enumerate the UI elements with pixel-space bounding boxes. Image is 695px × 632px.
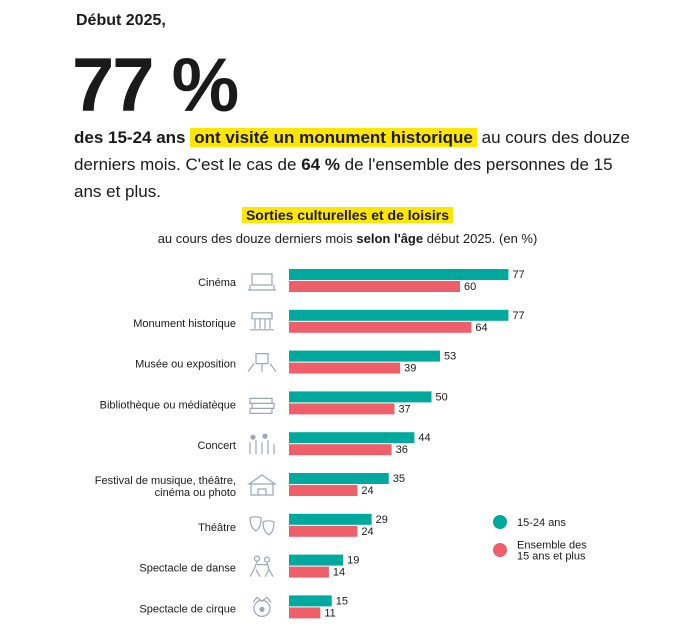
value-label: 53 <box>444 351 456 363</box>
value-label: 35 <box>393 473 405 485</box>
category-label: Concert <box>197 440 236 452</box>
bar-15-24 <box>289 432 415 444</box>
value-label: 24 <box>361 485 373 497</box>
bar-ensemble <box>289 566 329 578</box>
lead-part3: de l'ensemble des personnes de 15 ans et… <box>74 155 613 201</box>
category-label: Théâtre <box>198 522 236 534</box>
category-label: Bibliothèque ou médiatèque <box>100 399 236 411</box>
category-label: Festival de musique, théâtre, <box>95 475 236 487</box>
concert-icon <box>249 433 275 455</box>
chart-title: Sorties culturelles et de loisirs <box>241 207 454 223</box>
museum-icon <box>247 353 277 372</box>
chart-subtitle-part2: début 2025. (en %) <box>426 231 538 246</box>
kicker-text: Début 2025, <box>76 12 166 29</box>
value-label: 15 <box>336 595 348 607</box>
legend-label: Ensemble des <box>517 540 587 552</box>
lead-bold: 64 % <box>301 155 340 174</box>
value-label: 19 <box>347 555 359 567</box>
legend-swatch-ensemble <box>493 543 507 557</box>
value-label: 50 <box>436 391 448 403</box>
value-label: 77 <box>512 269 524 281</box>
bar-15-24 <box>289 513 372 525</box>
category-label: Spectacle de cirque <box>139 603 236 615</box>
lead-part2: au cours des douze derniers mois. C'est … <box>74 128 630 174</box>
chart-row: Musée ou exposition 53 39 <box>135 350 456 375</box>
lead-part1: des 15-24 ans <box>74 128 186 147</box>
bar-15-24 <box>289 269 509 280</box>
bar-ensemble <box>289 444 392 456</box>
lead-highlight: ont visité un monument historique <box>190 128 477 147</box>
chart-title-wrap: Sorties culturelles et de loisirs <box>0 207 695 223</box>
chart-row: Monument historique 77 64 <box>133 309 525 334</box>
legend-label: 15-24 ans <box>517 517 566 529</box>
category-label: Musée ou exposition <box>135 359 236 371</box>
value-label: 11 <box>324 607 335 619</box>
category-label: Monument historique <box>133 318 236 330</box>
chart-subtitle-bold: selon l'âge <box>356 231 424 246</box>
value-label: 44 <box>418 432 430 444</box>
dance-icon <box>249 555 274 577</box>
value-label: 29 <box>376 514 388 526</box>
bar-15-24 <box>289 473 389 484</box>
category-label: cinéma ou photo <box>155 487 236 499</box>
value-label: 36 <box>396 444 408 456</box>
chart-row: Festival de musique, théâtre,cinéma ou p… <box>95 473 405 499</box>
value-label: 77 <box>512 310 524 322</box>
bar-ensemble <box>289 607 321 619</box>
bar-ensemble <box>289 403 395 415</box>
legend-swatch-15-24 <box>493 515 507 529</box>
bar-15-24 <box>289 309 509 321</box>
theatre-icon <box>249 516 275 536</box>
category-label: Cinéma <box>198 277 237 289</box>
bar-ensemble <box>289 485 358 496</box>
bar-ensemble <box>289 525 358 537</box>
value-label: 14 <box>333 567 345 579</box>
circus-icon <box>252 596 272 618</box>
value-label: 37 <box>398 403 410 415</box>
bar-15-24 <box>289 595 332 607</box>
cinema-icon <box>248 273 276 291</box>
big-number: 77 % <box>72 43 239 128</box>
chart-subtitle-part1: au cours des douze derniers mois <box>157 231 353 246</box>
bar-ensemble <box>289 281 460 292</box>
bar-ensemble <box>289 321 472 333</box>
bar-ensemble <box>289 362 401 374</box>
festival-icon <box>247 474 277 496</box>
value-label: 64 <box>475 322 487 334</box>
value-label: 39 <box>404 363 416 375</box>
category-label: Spectacle de danse <box>139 563 236 575</box>
chart-row: Cinéma 77 60 <box>198 269 525 293</box>
bar-15-24 <box>289 391 432 403</box>
library-icon <box>249 397 275 414</box>
lead-paragraph: des 15-24 ans ont visité un monument his… <box>74 124 634 205</box>
value-label: 60 <box>464 281 476 293</box>
chart-subtitle: au cours des douze derniers mois selon l… <box>0 231 695 246</box>
value-label: 24 <box>361 526 373 538</box>
bar-15-24 <box>289 350 441 362</box>
monument-icon <box>250 312 274 331</box>
chart-row: Concert 44 36 <box>197 432 431 456</box>
bar-15-24 <box>289 554 344 566</box>
chart-row: Bibliothèque ou médiatèque 50 37 <box>100 391 448 415</box>
legend-label: 15 ans et plus <box>517 551 586 563</box>
